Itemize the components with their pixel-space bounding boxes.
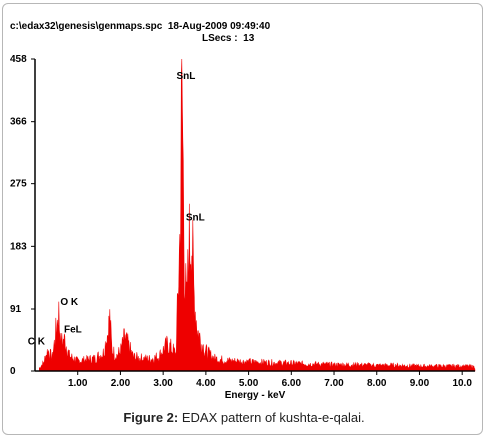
peak-label: C K [28,337,46,348]
y-tick-label: 366 [10,117,27,128]
figure-caption: Figure 2: EDAX pattern of kushta-e-qalai… [0,410,488,425]
x-tick-label: 7.00 [324,378,344,389]
x-tick-label: 6.00 [282,378,302,389]
x-tick-label: 5.00 [239,378,259,389]
y-tick-label: 458 [10,54,27,65]
x-tick-label: 8.00 [367,378,387,389]
peak-label: SnL [186,213,205,224]
x-tick-label: 9.00 [410,378,430,389]
y-tick-label: 275 [10,179,27,190]
peak-label: SnL [177,71,196,82]
x-tick-label: 3.00 [153,378,173,389]
y-tick-label: 0 [10,366,16,377]
x-tick-label: 2.00 [111,378,131,389]
x-tick-label: 4.00 [196,378,216,389]
x-tick-label: 10.0 [452,378,472,389]
y-tick-label: 183 [10,241,27,252]
caption-text: EDAX pattern of kushta-e-qalai. [178,410,365,425]
x-axis-title: Energy - keV [225,390,286,401]
live-seconds-label: LSecs : 13 [202,33,255,44]
peak-label: FeL [64,324,82,335]
spectrum-series [39,58,476,372]
peak-label: O K [60,297,79,308]
y-tick-label: 91 [10,304,22,315]
caption-label: Figure 2: [123,410,179,425]
x-tick-label: 1.00 [68,378,88,389]
file-info-header: c:\edax32\genesis\genmaps.spc 18-Aug-200… [10,21,271,32]
